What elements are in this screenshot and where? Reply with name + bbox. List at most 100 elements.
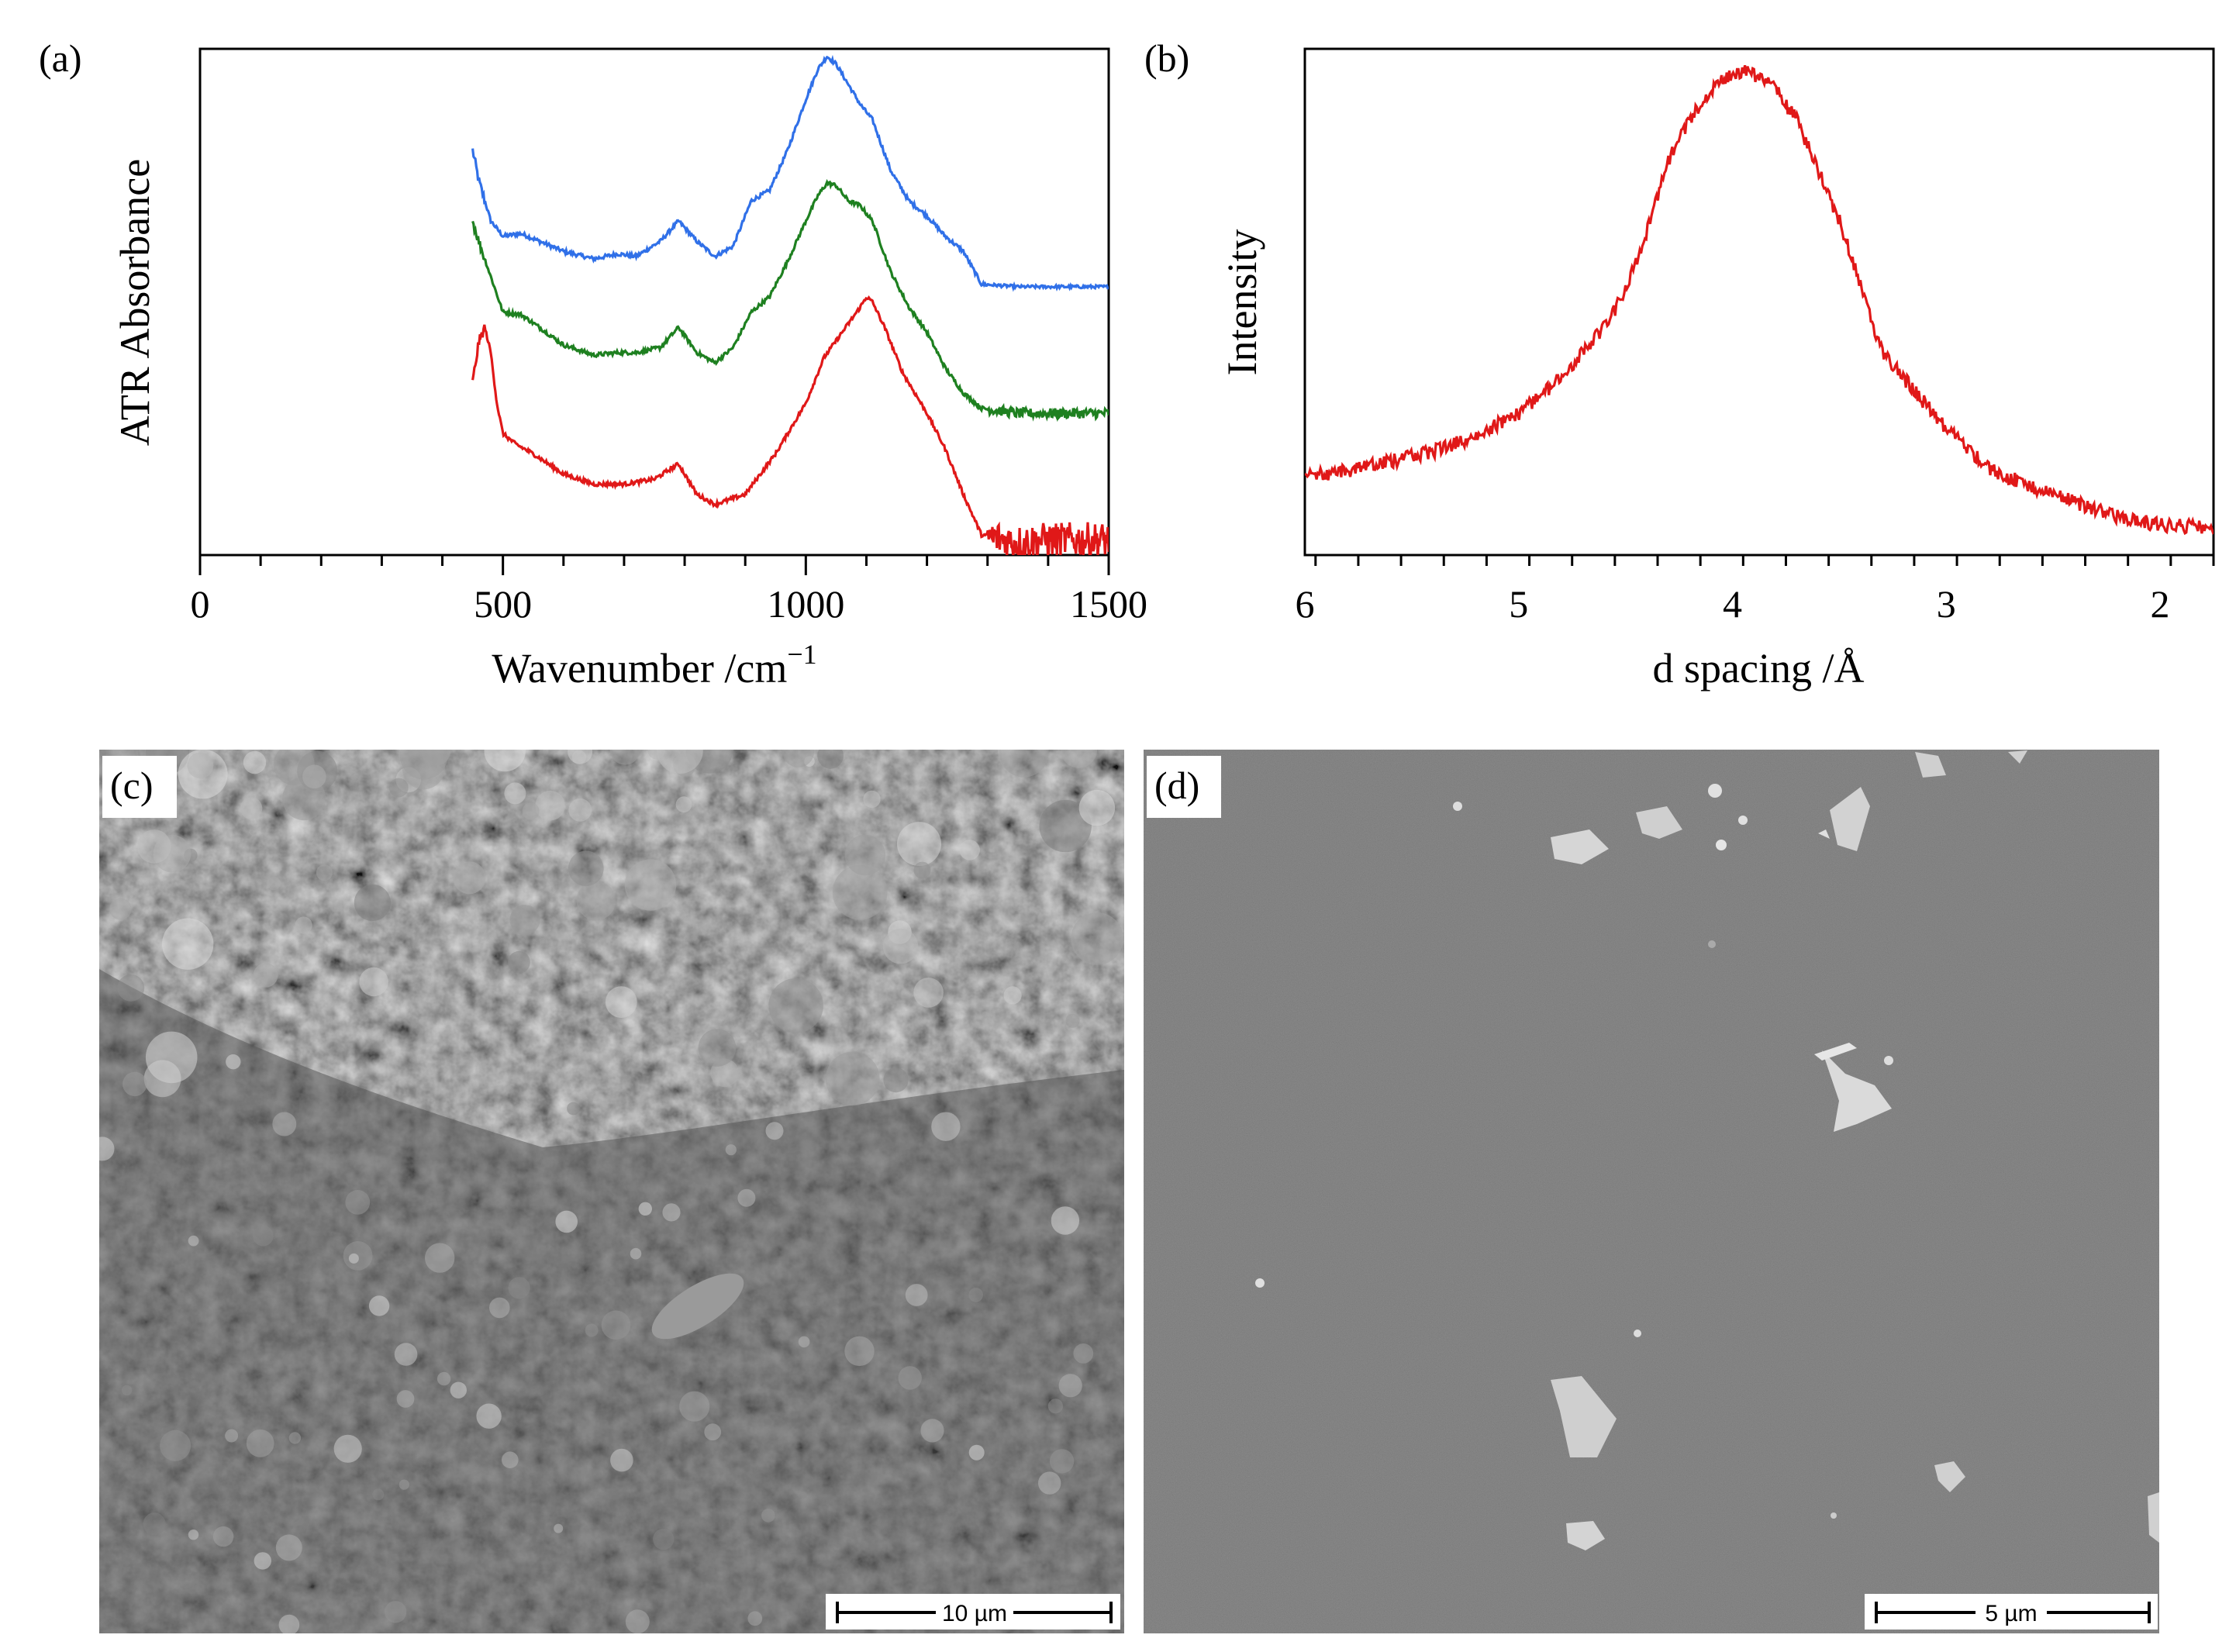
- x-tick-label: 6: [1296, 582, 1315, 626]
- panel-label-c: (c): [110, 764, 154, 807]
- plot-frame-a: [198, 47, 1110, 557]
- atr-spectrum-chart: 0 500 1000 1500 Wavenumber /cm−1 ATR Absorb…: [39, 36, 1147, 691]
- particle: [359, 967, 388, 997]
- particle: [275, 1534, 302, 1561]
- particle: [882, 928, 919, 964]
- particle: [188, 1235, 199, 1247]
- particle: [832, 864, 888, 920]
- particle: [1551, 829, 1609, 864]
- particle: [1065, 1013, 1080, 1028]
- particle: [920, 1419, 944, 1443]
- particle: [1814, 1043, 1857, 1061]
- particle: [243, 750, 267, 774]
- particle: [1708, 940, 1716, 948]
- particle: [117, 974, 145, 1002]
- sem-micrograph-c: (c) 10 µm: [99, 750, 1124, 1633]
- particle: [555, 1210, 578, 1233]
- particle: [246, 1429, 274, 1457]
- particle: [121, 1385, 133, 1396]
- particle: [913, 978, 944, 1008]
- sem-particles-d: [1255, 750, 2159, 1550]
- particle: [782, 750, 815, 767]
- particle: [1915, 752, 1946, 778]
- x-tick-label: 1000: [767, 582, 844, 626]
- x-tick-label: 3: [1937, 582, 1956, 626]
- particle: [212, 1526, 234, 1547]
- particle: [725, 1144, 737, 1156]
- particle: [698, 1029, 737, 1067]
- panel-label-a: (a): [39, 36, 82, 80]
- particle: [653, 1528, 675, 1550]
- particle: [1818, 829, 1830, 839]
- particle: [253, 963, 278, 988]
- x-axis-tick-labels-b: 6 5 4 3 2: [1296, 582, 2170, 626]
- particle: [568, 850, 604, 887]
- particle: [1047, 1399, 1063, 1414]
- particle: [657, 750, 703, 774]
- particle: [1716, 840, 1727, 850]
- particle: [145, 1031, 198, 1084]
- particle: [1255, 1278, 1265, 1288]
- particle: [883, 1067, 909, 1093]
- particle: [508, 1277, 530, 1299]
- particle: [601, 1310, 631, 1340]
- particle: [502, 1451, 519, 1468]
- diffraction-chart: 6 5 4 3 2 d spacing /Å Intensity (b): [1144, 36, 2215, 691]
- particle: [278, 1614, 300, 1633]
- particle: [225, 1429, 239, 1443]
- x-axis-label-b: d spacing /Å: [1653, 645, 1865, 691]
- particle: [333, 1434, 362, 1463]
- particle: [368, 1295, 390, 1316]
- particle: [765, 1122, 784, 1140]
- particle: [508, 950, 530, 974]
- sem-smooth-region-c: [99, 969, 1124, 1633]
- particle: [99, 1136, 115, 1161]
- particle: [825, 1051, 880, 1106]
- particle: [844, 834, 886, 876]
- particle: [504, 782, 526, 805]
- particle: [453, 861, 486, 895]
- x-axis-tick-labels-a: 0 500 1000 1500: [191, 582, 1148, 626]
- particle: [348, 1253, 359, 1264]
- particle: [585, 1323, 599, 1337]
- particle: [610, 1448, 633, 1472]
- particle: [704, 1423, 722, 1441]
- particle: [162, 918, 214, 970]
- particle: [396, 1390, 415, 1408]
- x-tick-label: 5: [1509, 582, 1528, 626]
- particle: [662, 1203, 681, 1222]
- particle: [450, 1381, 467, 1399]
- particle: [240, 797, 263, 819]
- particle: [1634, 1330, 1641, 1337]
- particle: [817, 750, 844, 769]
- particle: [1551, 1376, 1617, 1457]
- particle: [768, 978, 823, 1033]
- particle: [1051, 1206, 1080, 1235]
- particle: [609, 750, 640, 765]
- x-tick-label: 2: [2151, 582, 2170, 626]
- particle: [897, 822, 941, 867]
- particle: [253, 1225, 274, 1247]
- x-tick-label: 500: [474, 582, 532, 626]
- particle: [295, 916, 312, 934]
- particle: [143, 1512, 166, 1536]
- particle: [1830, 787, 1870, 851]
- particle: [187, 752, 214, 779]
- particle: [1453, 802, 1462, 811]
- particle: [384, 1601, 407, 1623]
- particle: [1884, 1056, 1893, 1065]
- scale-bar-text-c: 10 µm: [942, 1601, 1007, 1626]
- x-axis-label-a: Wavenumber /cm−1: [492, 639, 816, 691]
- panel-label-d: (d): [1154, 764, 1199, 807]
- x-tick-label: 0: [191, 582, 210, 626]
- particle: [1831, 1512, 1837, 1519]
- particle: [437, 1371, 451, 1386]
- particle: [625, 1609, 650, 1633]
- particle: [345, 1190, 371, 1215]
- x-axis-ticks-b: [1314, 555, 2215, 566]
- particle: [968, 1288, 983, 1302]
- panel-label-box-d: [1147, 756, 1221, 818]
- particle: [137, 829, 171, 864]
- particle: [1636, 806, 1682, 839]
